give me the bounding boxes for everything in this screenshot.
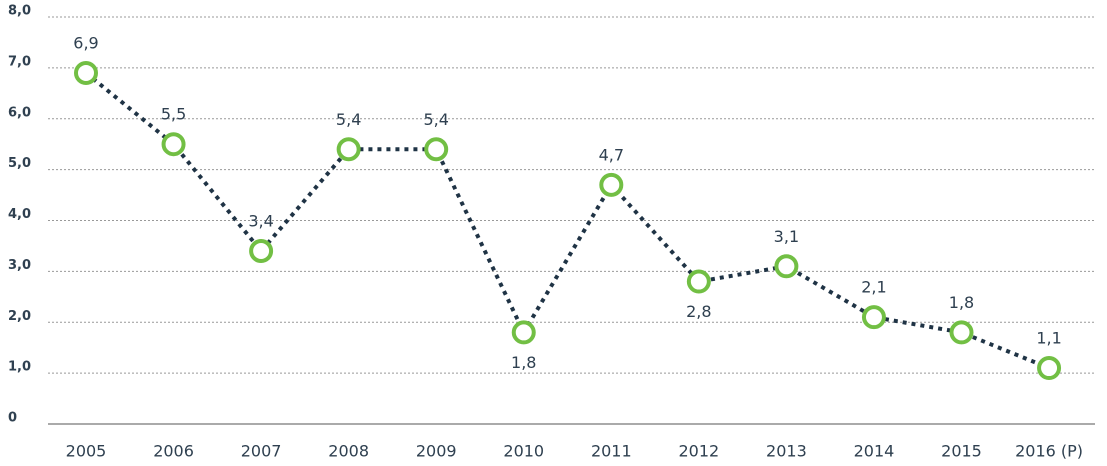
y-tick-label: 0 (8, 411, 17, 426)
x-tick-label: 2011 (591, 442, 632, 461)
value-label: 3,4 (248, 212, 273, 231)
marker (161, 132, 186, 157)
value-label: 1,1 (1036, 329, 1061, 348)
x-tick-label: 2005 (66, 442, 107, 461)
marker (336, 137, 361, 162)
x-tick-label: 2015 (941, 442, 982, 461)
y-tick-label: 4,0 (8, 207, 31, 222)
marker (774, 254, 799, 279)
x-tick-label: 2012 (678, 442, 719, 461)
x-tick-label: 2009 (416, 442, 457, 461)
line (84, 71, 1050, 370)
marker (74, 60, 98, 85)
y-tick-label: 5,0 (8, 156, 31, 171)
y-tick-label: 2,0 (8, 309, 31, 324)
value-label: 1,8 (511, 353, 536, 372)
x-tick-label: 2010 (503, 442, 544, 461)
y-tick-label: 3,0 (8, 258, 31, 273)
value-label: 1,8 (949, 293, 974, 312)
value-label: 2,1 (861, 278, 886, 297)
marker (1037, 356, 1062, 381)
value-label: 5,4 (336, 110, 361, 129)
value-label: 6,9 (73, 33, 98, 52)
marker (949, 320, 974, 345)
y-tick-label: 8,0 (8, 4, 31, 19)
x-tick-label: 2016 (P) (1015, 442, 1083, 461)
value-label: 3,1 (774, 227, 799, 246)
x-tick-label: 2013 (766, 442, 807, 461)
x-tick-label: 2014 (854, 442, 895, 461)
x-tick-label: 2007 (241, 442, 282, 461)
marker (249, 239, 274, 264)
y-tick-label: 1,0 (8, 360, 31, 375)
x-tick-label: 2006 (153, 442, 194, 461)
value-label: 2,8 (686, 302, 711, 321)
marker (511, 320, 536, 345)
value-label: 4,7 (599, 145, 624, 164)
marker (599, 172, 624, 197)
x-tick-label: 2008 (328, 442, 369, 461)
y-tick-label: 7,0 (8, 54, 31, 69)
marker (686, 269, 711, 294)
value-label: 5,4 (423, 110, 448, 129)
marker (861, 305, 886, 330)
value-label: 5,5 (161, 105, 186, 124)
y-tick-label: 6,0 (8, 105, 31, 120)
marker (424, 137, 449, 162)
